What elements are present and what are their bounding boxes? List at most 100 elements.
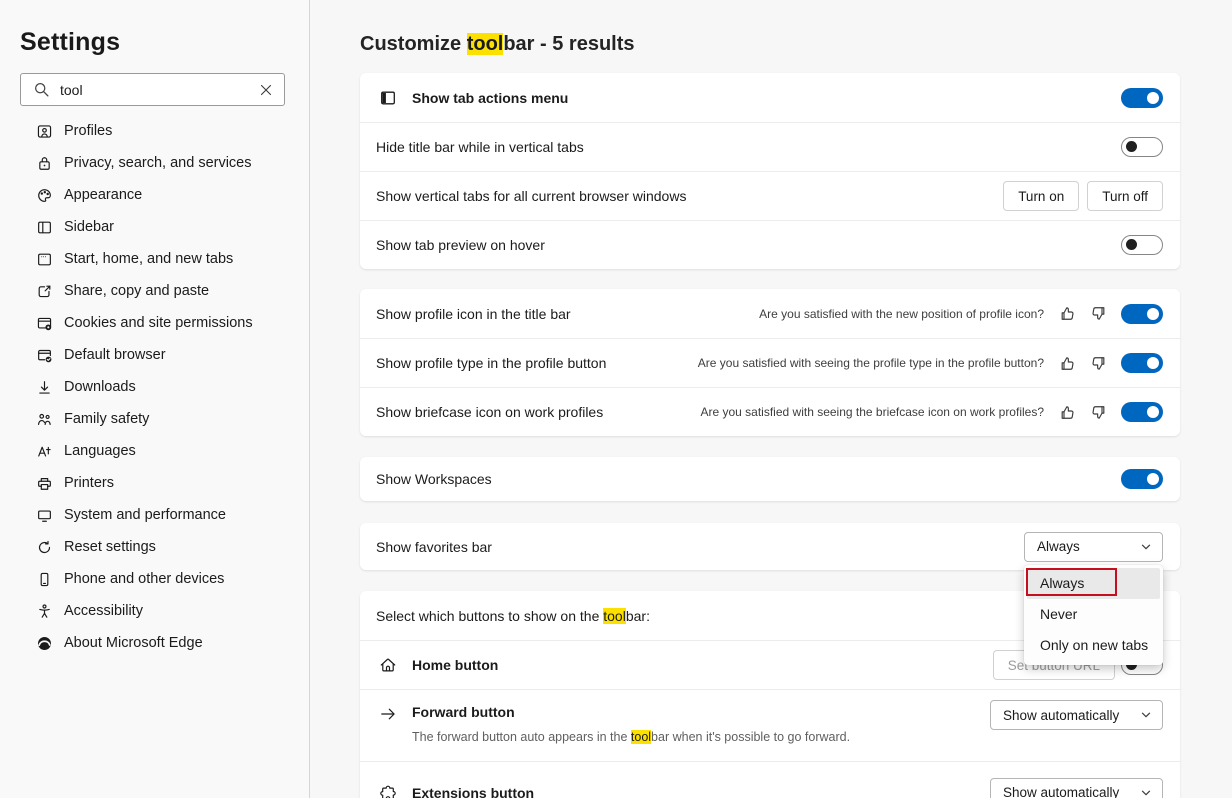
setting-row-home-button: Home button Set button URL — [360, 640, 1180, 689]
home-icon — [380, 658, 396, 672]
setting-label: Forward button — [412, 704, 515, 720]
forward-button-select[interactable]: Show automatically — [990, 700, 1163, 730]
setting-label: Show tab actions menu — [412, 89, 569, 106]
thumbs-up-icon[interactable] — [1059, 404, 1076, 421]
hide-title-bar-toggle[interactable] — [1121, 137, 1163, 157]
lock-icon — [39, 156, 50, 170]
profile-icon-toggle[interactable] — [1121, 303, 1163, 324]
tab-actions-menu-icon — [381, 91, 395, 104]
feedback-question: Are you satisfied with seeing the profil… — [697, 356, 1044, 370]
turn-off-button[interactable]: Turn off — [1087, 181, 1163, 211]
setting-row-profile-icon-titlebar: Show profile icon in the title bar Are y… — [360, 289, 1180, 338]
cookies-gear-icon — [37, 317, 52, 330]
forward-button-select-value: Show automatically — [1003, 707, 1120, 723]
reset-arrow-icon — [38, 540, 51, 553]
sidebar-item-start-home-newtabs[interactable]: Start, home, and new tabs — [0, 243, 309, 275]
clear-search-icon[interactable] — [258, 82, 274, 98]
setting-row-show-favorites-bar: Show favorites bar Always — [360, 523, 1180, 570]
sidebar-item-label: Cookies and site permissions — [64, 315, 253, 331]
sidebar-item-label: Sidebar — [64, 219, 114, 235]
setting-row-briefcase-icon: Show briefcase icon on work profiles Are… — [360, 387, 1180, 436]
settings-content: Customize toolbar - 5 results Show tab a… — [360, 0, 1180, 798]
settings-sidebar: Settings Profiles Privacy, search, and s… — [0, 0, 310, 798]
sidebar-item-default-browser[interactable]: Default browser — [0, 339, 309, 371]
sidebar-item-label: System and performance — [64, 507, 226, 523]
sidebar-item-label: Languages — [64, 443, 136, 459]
thumbs-down-icon[interactable] — [1090, 404, 1107, 421]
sidebar-nav: Profiles Privacy, search, and services A… — [0, 115, 309, 659]
header-highlight: tool — [603, 607, 626, 624]
extensions-button-select[interactable]: Show automatically — [990, 777, 1163, 798]
sidebar-item-phone-devices[interactable]: Phone and other devices — [0, 563, 309, 595]
setting-label: Show tab preview on hover — [376, 237, 545, 253]
monitor-icon — [38, 509, 51, 522]
setting-row-forward-button: Forward button The forward button auto a… — [360, 689, 1180, 761]
setting-row-tab-preview-hover: Show tab preview on hover — [360, 220, 1180, 269]
sidebar-item-family-safety[interactable]: Family safety — [0, 403, 309, 435]
desc-highlight: tool — [630, 730, 652, 744]
card-profile-settings: Show profile icon in the title bar Are y… — [360, 289, 1180, 436]
sidebar-item-label: Printers — [64, 475, 114, 491]
sidebar-item-label: Appearance — [64, 187, 143, 203]
setting-label: Show profile icon in the title bar — [376, 305, 571, 322]
extensions-button-select-value: Show automatically — [1003, 785, 1120, 798]
page-title: Customize toolbar - 5 results — [360, 33, 635, 56]
favorites-bar-select[interactable]: Always — [1024, 531, 1163, 562]
menu-option-never[interactable]: Never — [1040, 606, 1078, 622]
new-tab-window-icon — [38, 253, 51, 265]
sidebar-item-appearance[interactable]: Appearance — [0, 179, 309, 211]
thumbs-down-icon[interactable] — [1090, 355, 1107, 372]
sidebar-item-share-copy-paste[interactable]: Share, copy and paste — [0, 275, 309, 307]
setting-label: Home button — [412, 657, 499, 673]
sidebar-item-system-performance[interactable]: System and performance — [0, 499, 309, 531]
desc-post: bar when it's possible to go forward. — [651, 730, 851, 744]
sidebar-item-label: Downloads — [64, 379, 136, 395]
profile-type-toggle[interactable] — [1121, 353, 1163, 373]
chevron-down-icon — [1141, 712, 1151, 718]
favorites-bar-dropdown-menu: Always Never Only on new tabs — [1024, 565, 1163, 665]
sidebar-item-cookies-permissions[interactable]: Cookies and site permissions — [0, 307, 309, 339]
menu-option-always[interactable]: Always — [1027, 568, 1160, 599]
menu-option-only-new-tabs[interactable]: Only on new tabs — [1040, 637, 1149, 653]
turn-on-button[interactable]: Turn on — [1003, 181, 1080, 211]
feedback-question: Are you satisfied with seeing the briefc… — [700, 405, 1044, 419]
sidebar-item-profiles[interactable]: Profiles — [0, 115, 309, 147]
search-input[interactable] — [60, 81, 248, 98]
sidebar-item-sidebar[interactable]: Sidebar — [0, 211, 309, 243]
sidebar-item-accessibility[interactable]: Accessibility — [0, 595, 309, 627]
sidebar-item-label: Start, home, and new tabs — [64, 251, 234, 267]
setting-row-profile-type-button: Show profile type in the profile button … — [360, 338, 1180, 387]
sidebar-item-languages[interactable]: Languages — [0, 435, 309, 467]
printer-icon — [38, 477, 51, 490]
thumbs-up-icon[interactable] — [1059, 355, 1076, 372]
sidebar-item-privacy[interactable]: Privacy, search, and services — [0, 147, 309, 179]
sidebar-item-label: Phone and other devices — [64, 571, 225, 587]
page-title-pre: Customize — [360, 33, 467, 55]
thumbs-down-icon[interactable] — [1090, 305, 1107, 322]
settings-search-box[interactable] — [20, 73, 285, 106]
favorites-bar-select-value: Always — [1037, 539, 1080, 554]
sidebar-item-about-edge[interactable]: About Microsoft Edge — [0, 627, 309, 659]
setting-label: Show briefcase icon on work profiles — [376, 404, 604, 420]
page-title-highlight: tool — [466, 33, 504, 55]
briefcase-icon-toggle[interactable] — [1121, 402, 1163, 422]
extensions-puzzle-icon — [380, 785, 396, 798]
sidebar-item-label: Family safety — [64, 411, 150, 427]
search-icon — [35, 83, 49, 97]
sidebar-item-label: Privacy, search, and services — [64, 155, 252, 171]
show-tab-actions-toggle[interactable] — [1121, 87, 1163, 108]
sidebar-item-printers[interactable]: Printers — [0, 467, 309, 499]
palette-icon — [38, 188, 51, 202]
sidebar-item-downloads[interactable]: Downloads — [0, 371, 309, 403]
sidebar-item-reset-settings[interactable]: Reset settings — [0, 531, 309, 563]
tab-preview-toggle[interactable] — [1121, 235, 1163, 255]
family-icon — [37, 413, 51, 425]
workspaces-toggle[interactable] — [1121, 469, 1163, 489]
share-icon — [38, 285, 51, 297]
sidebar-item-label: Share, copy and paste — [64, 283, 210, 299]
setting-label: Show profile type in the profile button — [376, 355, 607, 371]
profiles-icon — [37, 124, 52, 138]
sidebar-item-label: Accessibility — [64, 603, 143, 619]
thumbs-up-icon[interactable] — [1059, 305, 1076, 322]
